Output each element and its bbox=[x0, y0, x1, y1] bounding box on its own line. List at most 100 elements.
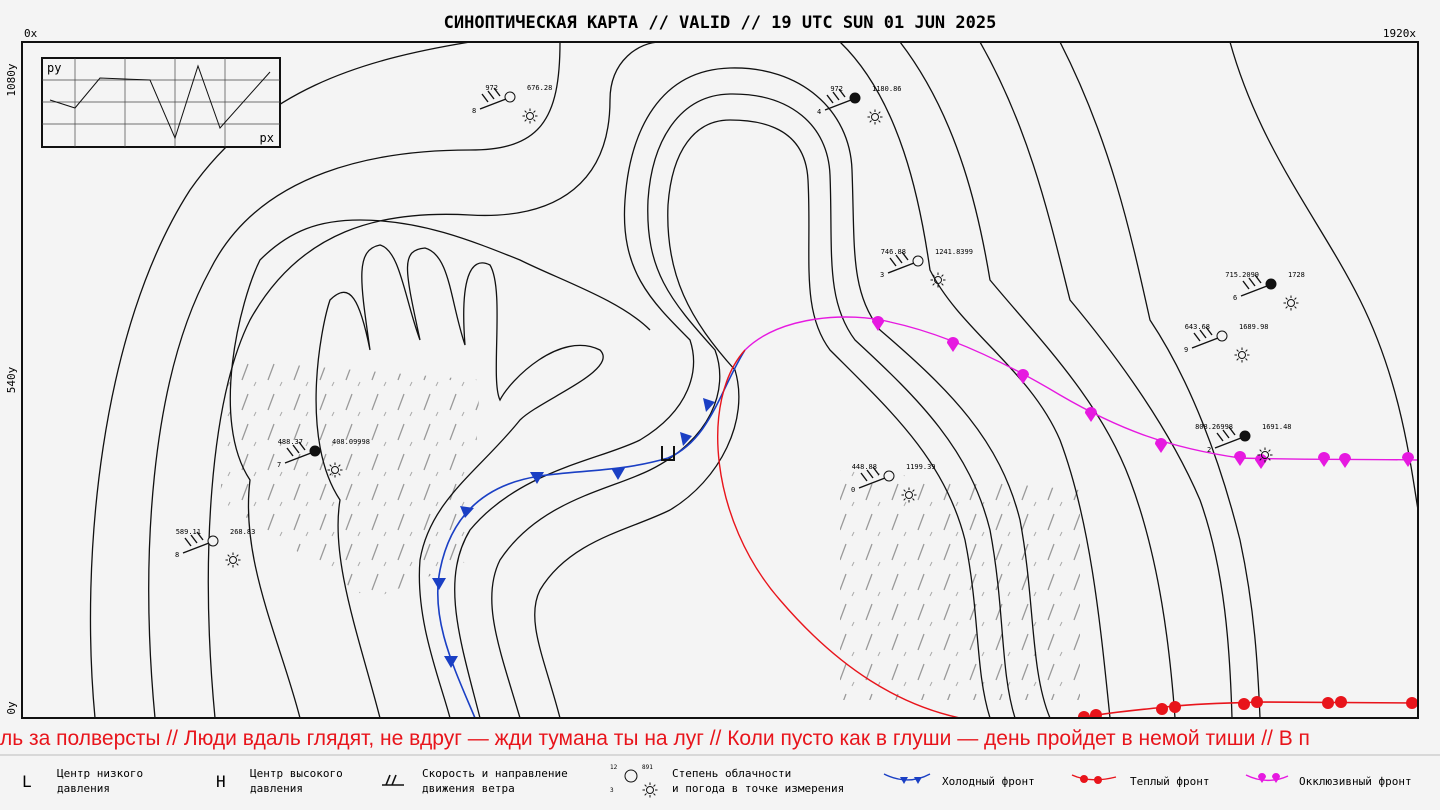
legend-icon bbox=[624, 769, 638, 783]
cold-front bbox=[432, 349, 746, 718]
axis-label: 540y bbox=[5, 366, 18, 393]
axis-label: 1080y bbox=[5, 63, 18, 96]
legend-icon bbox=[1094, 776, 1102, 784]
wind-barb bbox=[284, 441, 312, 464]
weather-icon bbox=[236, 554, 239, 557]
inset-label: px bbox=[260, 131, 274, 145]
station-value: 643.68 bbox=[1185, 323, 1210, 331]
station-value: 972 bbox=[830, 85, 843, 93]
station-circle bbox=[1216, 330, 1228, 342]
station-value: 746.88 bbox=[881, 248, 906, 256]
weather-icon bbox=[533, 110, 536, 113]
station-value: 408.09998 bbox=[332, 438, 370, 446]
weather-icon bbox=[1259, 458, 1262, 461]
weather-icon bbox=[653, 784, 656, 787]
legend-text: давления bbox=[250, 782, 303, 795]
station-value: 8 bbox=[472, 107, 476, 115]
weather-icon bbox=[941, 274, 944, 277]
warm-front bbox=[717, 349, 1418, 718]
weather-icon bbox=[338, 473, 341, 476]
weather-icon bbox=[329, 464, 332, 467]
weather-icon bbox=[912, 489, 915, 492]
station-value: 1241.8399 bbox=[935, 248, 973, 256]
weather-icon bbox=[646, 786, 654, 794]
station-value: 0 bbox=[851, 486, 855, 494]
legend-text: Степень облачности bbox=[672, 767, 791, 780]
weather-icon bbox=[533, 119, 536, 122]
legend-text: Центр высокого bbox=[250, 767, 343, 780]
wind-barb bbox=[887, 251, 915, 274]
station-value: 808.26998 bbox=[1195, 423, 1233, 431]
wind-barb bbox=[1214, 426, 1242, 449]
station-value: 972 bbox=[485, 84, 498, 92]
weather-icon bbox=[903, 489, 906, 492]
legend-text: движения ветра bbox=[422, 782, 515, 795]
legend-code: 891 bbox=[642, 764, 653, 771]
station-value: 488.37 bbox=[278, 438, 303, 446]
weather-icon bbox=[229, 556, 237, 564]
legend-text: Теплый фронт bbox=[1130, 775, 1209, 788]
weather-icon bbox=[1245, 358, 1248, 361]
weather-icon bbox=[871, 113, 879, 121]
station-value: 1180.86 bbox=[872, 85, 902, 93]
legend-icon bbox=[1080, 775, 1088, 783]
weather-icon bbox=[932, 283, 935, 286]
rain-area bbox=[220, 360, 480, 600]
weather-icon bbox=[331, 466, 339, 474]
legend-icon bbox=[883, 773, 931, 781]
station-value: 589.11 bbox=[176, 528, 201, 536]
station-value: 8 bbox=[175, 551, 179, 559]
weather-icon bbox=[227, 563, 230, 566]
wind-barb bbox=[1240, 274, 1268, 297]
weather-icon bbox=[1294, 297, 1297, 300]
station-value: 1691.48 bbox=[1262, 423, 1292, 431]
weather-icon bbox=[932, 274, 935, 277]
weather-icon bbox=[1236, 349, 1239, 352]
weather-icon bbox=[1285, 297, 1288, 300]
station-value: 676.28 bbox=[527, 84, 552, 92]
inset-label: py bbox=[47, 61, 61, 75]
legend-icon bbox=[382, 774, 404, 786]
map-frame bbox=[21, 41, 1419, 719]
wind-barb bbox=[824, 88, 852, 111]
legend-symbol: L bbox=[22, 772, 32, 791]
weather-icon bbox=[524, 119, 527, 122]
axis-label: 0y bbox=[5, 701, 18, 715]
legend-text: давления bbox=[57, 782, 110, 795]
weather-icon bbox=[903, 498, 906, 501]
wind-barb bbox=[182, 531, 210, 554]
station-value: 715.2099 bbox=[1225, 271, 1259, 279]
legend-text: Скорость и направление bbox=[422, 767, 568, 780]
weather-icon bbox=[526, 112, 534, 120]
legend-text: Центр низкого bbox=[57, 767, 143, 780]
weather-icon bbox=[1268, 458, 1271, 461]
station-circle bbox=[309, 445, 321, 457]
station-circle bbox=[849, 92, 861, 104]
legend-text: Холодный фронт bbox=[942, 775, 1035, 788]
legend-icon bbox=[1258, 773, 1280, 783]
wind-barb bbox=[479, 87, 507, 110]
inset-chart: py px bbox=[41, 57, 281, 148]
rain-area bbox=[840, 470, 1080, 700]
station-value: 7 bbox=[277, 461, 281, 469]
weather-icon bbox=[1245, 349, 1248, 352]
weather-icon bbox=[878, 120, 881, 123]
weather-icon bbox=[524, 110, 527, 113]
station-circle bbox=[1265, 278, 1277, 290]
legend-symbol: H bbox=[216, 772, 226, 791]
weather-icon bbox=[1238, 351, 1246, 359]
station-value: 6 bbox=[1233, 294, 1237, 302]
legend-code: 12 bbox=[610, 764, 618, 771]
station-value: 3 bbox=[880, 271, 884, 279]
station-value: 448.88 bbox=[852, 463, 877, 471]
station-circle bbox=[504, 91, 516, 103]
weather-icon bbox=[878, 111, 881, 114]
station-value: 1199.39 bbox=[906, 463, 936, 471]
legend: L Центр низкого давления H Центр высокого дав… bbox=[22, 764, 1412, 798]
ticker: ль за полверсты // Люди вдаль глядят, не… bbox=[0, 727, 1310, 750]
weather-icon bbox=[644, 784, 647, 787]
weather-icon bbox=[1294, 306, 1297, 309]
legend-icon bbox=[1071, 774, 1117, 781]
